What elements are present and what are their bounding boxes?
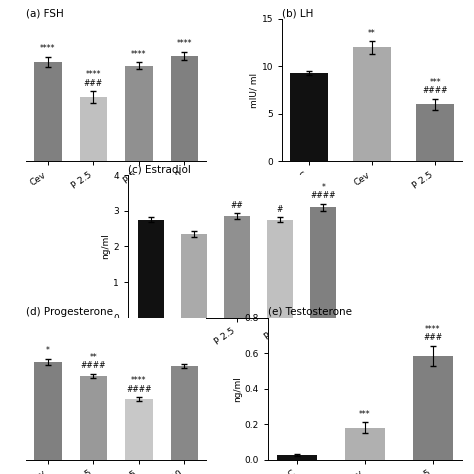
Text: ####: #### [310, 191, 336, 200]
Bar [34, 62, 62, 161]
Bar [277, 456, 318, 460]
Text: **: ** [90, 353, 97, 362]
Text: ####: #### [422, 86, 448, 95]
Bar [353, 47, 391, 161]
Bar [125, 66, 153, 161]
Text: (a) FSH: (a) FSH [26, 8, 64, 18]
Bar [138, 220, 164, 318]
Text: ##: ## [231, 201, 243, 210]
Text: (e) Testosterone: (e) Testosterone [268, 307, 352, 317]
Bar [310, 208, 336, 318]
Bar [224, 216, 250, 318]
Text: **: ** [368, 29, 376, 38]
Text: ####: #### [81, 361, 106, 370]
Y-axis label: ng/ml: ng/ml [233, 376, 242, 401]
Bar [171, 366, 198, 460]
Bar [125, 399, 153, 460]
Bar [267, 220, 293, 318]
Text: ***: *** [429, 78, 441, 87]
Text: #: # [277, 205, 283, 214]
Y-axis label: ng/ml: ng/ml [101, 234, 110, 259]
Text: ****: **** [131, 50, 146, 59]
Bar [34, 362, 62, 460]
Bar [416, 104, 454, 161]
Bar [171, 56, 198, 161]
Text: ****: **** [425, 325, 441, 334]
Text: *: * [321, 183, 325, 192]
Text: ####: #### [126, 385, 152, 394]
Text: ***: *** [359, 410, 371, 419]
Bar [181, 234, 207, 318]
Bar [345, 428, 385, 460]
Bar [412, 356, 453, 460]
Text: ****: **** [40, 44, 55, 53]
Text: ###: ### [84, 79, 103, 88]
Text: ****: **** [131, 376, 146, 385]
Text: ****: **** [86, 71, 101, 79]
Text: ****: **** [177, 39, 192, 48]
Text: ###: ### [423, 334, 443, 342]
Text: *: * [46, 346, 50, 356]
Text: (d) Progesterone: (d) Progesterone [26, 307, 113, 317]
Text: (b) LH: (b) LH [282, 8, 313, 18]
Bar [290, 73, 328, 161]
Bar [80, 97, 107, 161]
Text: (c) Estradiol: (c) Estradiol [128, 164, 191, 174]
Y-axis label: mIU/ ml: mIU/ ml [250, 73, 259, 108]
Bar [80, 376, 107, 460]
